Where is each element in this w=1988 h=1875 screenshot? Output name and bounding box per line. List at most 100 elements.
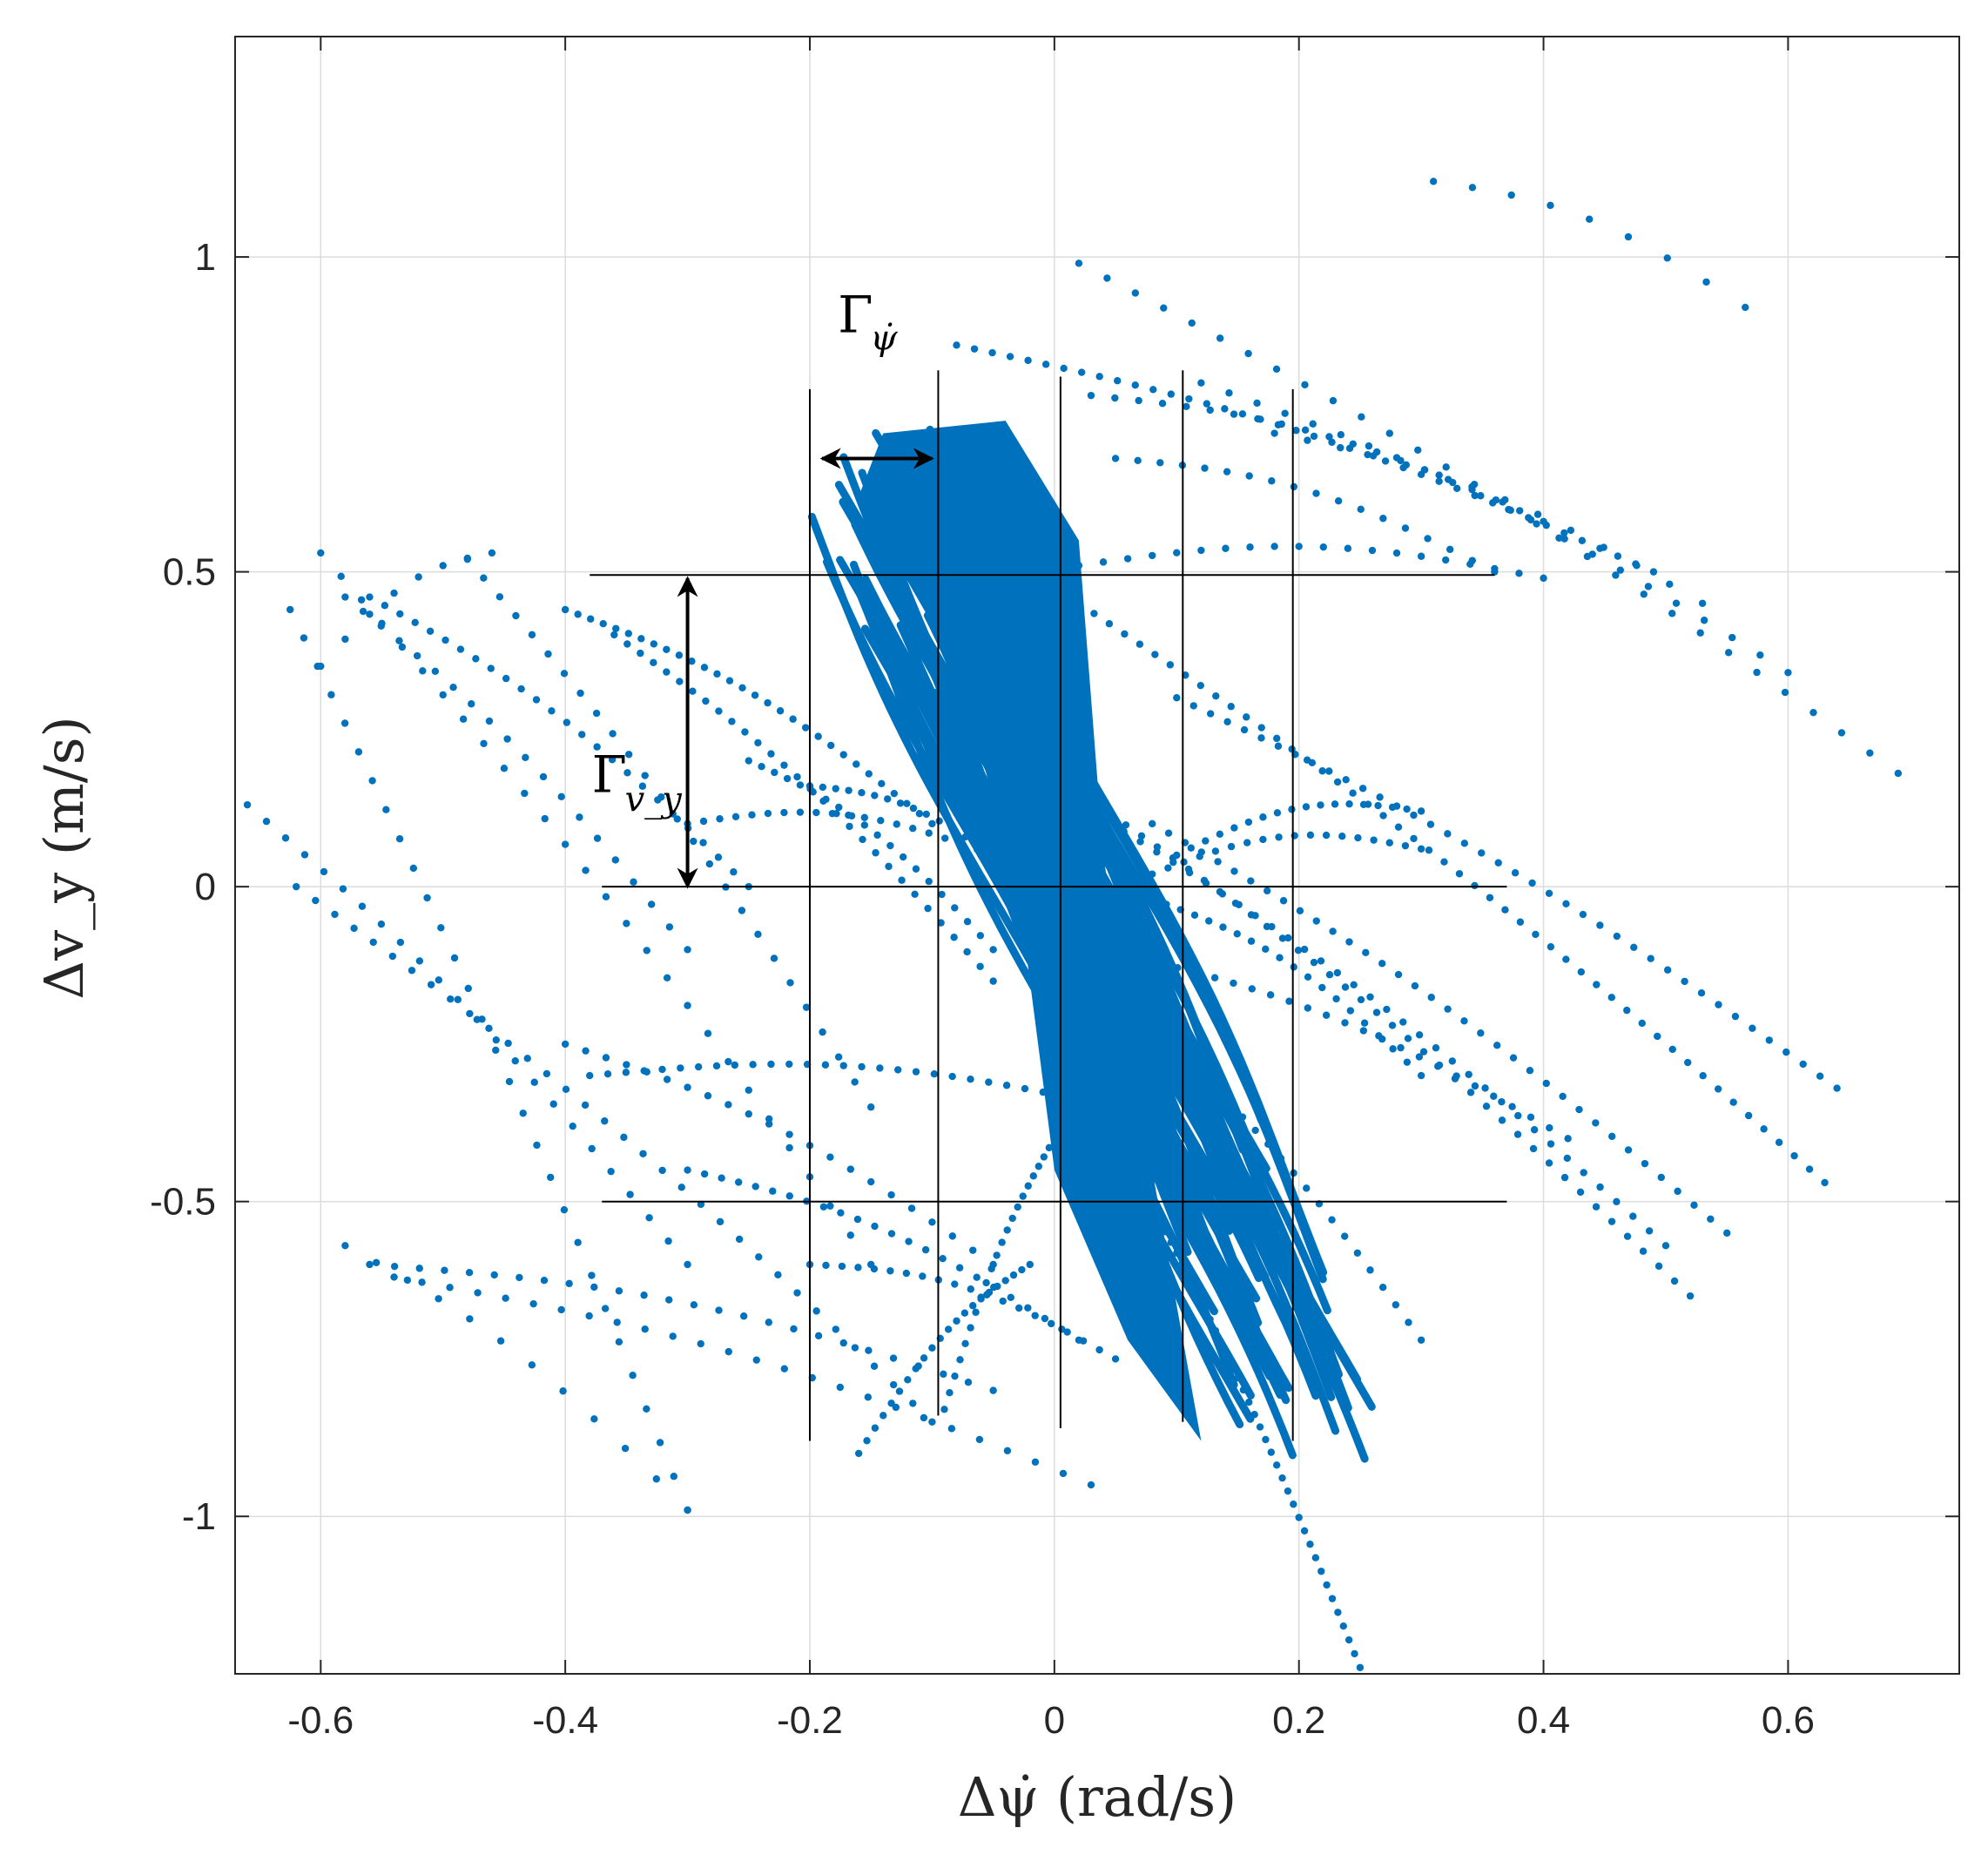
data-point <box>964 1379 973 1386</box>
data-point <box>1545 889 1553 897</box>
data-point <box>1059 1469 1068 1478</box>
data-point <box>426 627 435 636</box>
data-point <box>1666 580 1674 589</box>
data-point <box>293 882 300 891</box>
data-point <box>300 851 309 859</box>
data-point <box>411 618 419 627</box>
data-point <box>613 1319 621 1326</box>
data-point <box>663 645 671 653</box>
data-point <box>559 1387 567 1395</box>
data-point <box>1567 526 1575 535</box>
data-point <box>1341 1232 1349 1240</box>
data-point <box>1185 395 1193 403</box>
data-point <box>1674 1187 1681 1196</box>
data-point <box>1344 1636 1353 1644</box>
data-point <box>1402 461 1411 469</box>
data-point <box>946 1388 954 1397</box>
data-point <box>948 1072 956 1081</box>
data-point <box>1809 708 1817 717</box>
data-point <box>1288 806 1296 813</box>
data-point <box>889 1354 898 1362</box>
data-point <box>490 1271 498 1279</box>
data-point <box>684 1083 691 1091</box>
data-point <box>1267 1448 1275 1456</box>
gamma-psi-subscript: ψ̇ <box>870 318 898 358</box>
data-point <box>561 1040 569 1049</box>
data-point <box>1410 811 1418 819</box>
data-point <box>873 831 881 840</box>
data-point <box>1365 442 1373 450</box>
data-point <box>1624 1146 1633 1154</box>
data-point <box>925 829 933 837</box>
data-point <box>1478 849 1486 857</box>
data-point <box>1468 184 1477 192</box>
data-point <box>341 593 349 601</box>
data-point <box>1318 983 1326 992</box>
data-point <box>1501 496 1509 504</box>
data-point <box>630 878 637 886</box>
data-point <box>533 1141 541 1150</box>
data-point <box>1612 571 1620 579</box>
data-point <box>872 849 879 857</box>
gamma-vy-subscript: v_y <box>625 780 684 820</box>
data-point <box>622 1069 630 1076</box>
data-point <box>1417 1336 1425 1344</box>
data-point <box>447 995 455 1003</box>
data-point <box>738 684 746 692</box>
data-point <box>1333 968 1342 977</box>
data-point <box>1378 1284 1387 1292</box>
data-point <box>1816 1072 1824 1080</box>
data-point <box>576 689 584 698</box>
data-point <box>557 1305 565 1314</box>
data-point <box>1203 400 1211 408</box>
data-point <box>1481 1084 1489 1092</box>
data-point <box>1310 432 1318 441</box>
data-point <box>368 777 376 785</box>
data-point <box>724 1057 732 1066</box>
data-point <box>437 924 445 932</box>
data-point <box>638 782 647 790</box>
data-point <box>1306 1540 1314 1548</box>
data-point <box>1337 443 1344 452</box>
data-point <box>886 841 894 850</box>
data-point <box>1031 1312 1039 1319</box>
data-point <box>1477 492 1485 500</box>
data-point <box>939 1254 947 1263</box>
data-point <box>1111 394 1119 402</box>
data-point <box>1248 985 1256 993</box>
data-point <box>973 1273 981 1281</box>
data-point <box>769 1187 777 1195</box>
data-point <box>1397 1043 1405 1052</box>
data-point <box>1404 1035 1412 1042</box>
data-point <box>948 1232 957 1240</box>
data-point <box>819 1203 828 1211</box>
data-point <box>1417 807 1425 815</box>
data-point <box>1468 482 1476 491</box>
data-point <box>944 1325 953 1333</box>
data-point <box>640 1292 648 1299</box>
y-tick-label: 1 <box>195 236 216 279</box>
data-point <box>928 1218 936 1226</box>
data-point <box>751 691 759 699</box>
data-point <box>435 976 443 984</box>
data-point <box>845 786 852 794</box>
data-point <box>1629 1212 1637 1220</box>
data-point <box>286 605 294 614</box>
data-point <box>1295 543 1303 550</box>
data-point <box>785 1130 793 1138</box>
data-point <box>764 809 772 818</box>
data-point <box>1077 368 1086 376</box>
data-point <box>549 1100 557 1108</box>
data-point <box>1805 1165 1814 1173</box>
data-point <box>396 610 404 618</box>
data-point <box>1505 505 1513 514</box>
data-point <box>1216 334 1224 342</box>
data-point <box>1230 979 1237 988</box>
data-point <box>1715 1001 1722 1008</box>
data-point <box>1799 1060 1807 1069</box>
data-point <box>1364 450 1371 459</box>
data-point <box>350 924 358 933</box>
data-point <box>1498 1097 1506 1106</box>
data-point <box>793 1289 801 1297</box>
data-point <box>1491 564 1499 573</box>
